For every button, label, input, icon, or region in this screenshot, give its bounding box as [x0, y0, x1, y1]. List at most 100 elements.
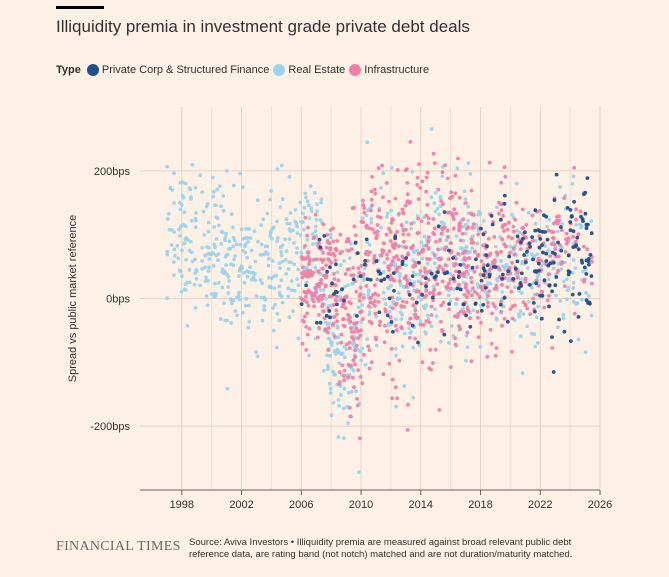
- point-real-estate: [429, 324, 434, 329]
- point-real-estate: [411, 345, 416, 350]
- point-real-estate: [565, 288, 570, 293]
- point-real-estate: [226, 285, 231, 289]
- point-infrastructure: [317, 326, 321, 330]
- point-private-corp-structured-finance: [458, 263, 463, 267]
- point-infrastructure: [356, 329, 360, 334]
- point-infrastructure: [469, 359, 474, 364]
- point-private-corp-structured-finance: [533, 228, 538, 233]
- point-private-corp-structured-finance: [481, 302, 486, 307]
- point-infrastructure: [320, 297, 324, 301]
- point-real-estate: [165, 296, 170, 301]
- point-infrastructure: [336, 278, 341, 283]
- point-real-estate: [165, 164, 170, 169]
- point-infrastructure: [441, 300, 446, 305]
- point-real-estate: [206, 229, 211, 234]
- point-infrastructure: [367, 348, 372, 352]
- point-infrastructure: [374, 337, 378, 342]
- point-infrastructure: [510, 236, 514, 241]
- point-real-estate: [205, 303, 210, 308]
- point-real-estate: [278, 205, 283, 209]
- point-real-estate: [247, 227, 252, 231]
- point-real-estate: [239, 264, 244, 268]
- point-real-estate: [365, 337, 369, 341]
- point-infrastructure: [411, 303, 416, 308]
- point-infrastructure: [497, 267, 502, 271]
- point-infrastructure: [383, 323, 387, 328]
- point-infrastructure: [475, 309, 480, 314]
- point-infrastructure: [331, 239, 336, 244]
- point-private-corp-structured-finance: [492, 265, 496, 269]
- point-real-estate: [328, 386, 333, 391]
- x-tick-label: 2014: [409, 499, 433, 511]
- point-infrastructure: [513, 217, 518, 222]
- point-infrastructure: [404, 274, 408, 279]
- legend-item-private-corp[interactable]: Private Corp & Structured Finance: [86, 64, 269, 76]
- point-real-estate: [464, 358, 468, 363]
- point-real-estate: [558, 185, 562, 190]
- y-tick-label: -200bps: [90, 421, 130, 433]
- point-private-corp-structured-finance: [429, 271, 434, 276]
- point-infrastructure: [467, 256, 472, 261]
- point-private-corp-structured-finance: [534, 281, 538, 286]
- point-real-estate: [263, 244, 268, 249]
- point-infrastructure: [362, 206, 367, 211]
- point-real-estate: [182, 242, 187, 246]
- point-real-estate: [233, 309, 238, 313]
- point-infrastructure: [505, 227, 510, 232]
- point-real-estate: [182, 210, 187, 215]
- point-real-estate: [331, 400, 336, 405]
- point-real-estate: [279, 253, 284, 258]
- point-infrastructure: [530, 213, 535, 218]
- legend-item-infrastructure[interactable]: Infrastructure: [349, 64, 429, 76]
- point-infrastructure: [347, 300, 352, 304]
- legend-item-real-estate[interactable]: Real Estate: [273, 64, 345, 76]
- point-real-estate: [501, 264, 505, 269]
- point-infrastructure: [460, 231, 465, 236]
- point-real-estate: [362, 276, 366, 281]
- point-real-estate: [263, 297, 267, 302]
- point-infrastructure: [332, 277, 337, 281]
- point-infrastructure: [465, 288, 470, 293]
- point-infrastructure: [381, 195, 385, 200]
- point-infrastructure: [358, 333, 363, 338]
- point-private-corp-structured-finance: [567, 270, 572, 274]
- point-private-corp-structured-finance: [342, 298, 346, 303]
- point-real-estate: [238, 171, 242, 176]
- point-real-estate: [411, 258, 415, 262]
- legend-title: Type: [56, 64, 81, 76]
- point-real-estate: [255, 198, 260, 203]
- point-real-estate: [432, 261, 437, 266]
- point-infrastructure: [433, 347, 438, 352]
- point-real-estate: [425, 313, 430, 318]
- point-private-corp-structured-finance: [424, 276, 428, 281]
- point-infrastructure: [317, 313, 321, 317]
- point-private-corp-structured-finance: [547, 283, 552, 287]
- point-infrastructure: [377, 208, 382, 213]
- point-real-estate: [275, 239, 280, 244]
- point-real-estate: [244, 226, 249, 231]
- point-real-estate: [326, 364, 331, 369]
- point-infrastructure: [399, 326, 404, 330]
- x-tick-label: 2006: [289, 499, 313, 511]
- point-real-estate: [270, 236, 274, 241]
- point-infrastructure: [432, 161, 437, 166]
- point-real-estate: [295, 224, 299, 229]
- point-private-corp-structured-finance: [546, 263, 551, 268]
- point-real-estate: [211, 194, 216, 199]
- point-real-estate: [189, 197, 193, 201]
- point-real-estate: [396, 296, 400, 300]
- point-real-estate: [507, 276, 511, 281]
- point-infrastructure: [456, 311, 461, 316]
- point-infrastructure: [346, 313, 350, 317]
- point-infrastructure: [469, 241, 474, 245]
- point-private-corp-structured-finance: [586, 301, 590, 305]
- point-infrastructure: [424, 288, 429, 293]
- point-infrastructure: [346, 248, 351, 253]
- point-infrastructure: [404, 245, 409, 250]
- point-real-estate: [286, 294, 291, 299]
- point-private-corp-structured-finance: [473, 301, 478, 306]
- point-infrastructure: [344, 239, 349, 244]
- point-real-estate: [426, 316, 431, 321]
- point-infrastructure: [405, 167, 409, 172]
- point-infrastructure: [499, 250, 503, 254]
